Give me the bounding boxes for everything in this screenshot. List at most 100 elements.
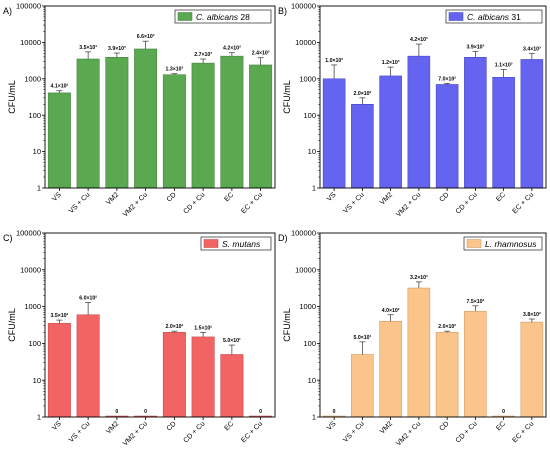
x-tick-label: EC + Cu	[240, 420, 264, 444]
bar-value-label: 2.0×10²	[166, 324, 184, 330]
bar-value-label: 1.0×10³	[325, 58, 343, 64]
bar-value-label: 2.0×10²	[438, 324, 456, 330]
bar	[520, 321, 544, 418]
bar	[322, 78, 346, 189]
bar	[220, 55, 244, 189]
y-tick-label: 10000	[295, 265, 316, 274]
bar-value-label: 2.0×10²	[354, 91, 372, 97]
legend: C. albicans 31	[445, 9, 543, 24]
legend-swatch	[203, 239, 219, 248]
x-tick-label: EC + Cu	[240, 191, 264, 215]
x-tick-label: VS + Cu	[342, 191, 366, 215]
x-tick-label: EC	[495, 420, 507, 432]
bar-value-label: 1.2×10³	[382, 60, 400, 66]
x-tick-label: CD	[438, 420, 450, 432]
bar	[134, 48, 158, 189]
bar-value-label: 0	[333, 409, 336, 415]
bar-value-label: 3.2×10³	[410, 275, 428, 281]
y-tick-label: 10	[33, 147, 41, 156]
bar-value-label: 7.5×10²	[467, 299, 485, 305]
plot-frame	[319, 232, 547, 418]
bar	[105, 57, 129, 189]
bar	[220, 354, 244, 418]
bar-value-label: 3.5×10³	[79, 45, 97, 51]
y-tick-label: 100000	[16, 2, 41, 11]
bar	[191, 62, 215, 189]
y-axis-label: CFU/mL	[282, 80, 292, 114]
bar	[407, 55, 431, 189]
y-tick-label: 1	[37, 413, 41, 422]
x-tick-label: VM2 + Cu	[395, 191, 422, 218]
legend-label: C. albicans 28	[196, 12, 250, 22]
bar	[76, 58, 100, 189]
bar-value-label: 4.2×10³	[410, 37, 428, 43]
bar-value-label: 1.1×10³	[495, 63, 513, 69]
legend-box	[200, 236, 272, 251]
bar	[379, 320, 402, 418]
y-tick-label: 100000	[16, 229, 41, 238]
bar	[351, 354, 374, 418]
bar	[351, 103, 374, 189]
bar-value-label: 0	[144, 409, 147, 415]
bar-value-label: 3.9×10³	[467, 44, 485, 50]
bar-value-label: 0	[502, 409, 505, 415]
x-tick-label: VS	[51, 191, 63, 203]
x-tick-label: VS + Cu	[68, 191, 92, 215]
legend-swatch	[448, 12, 464, 21]
x-tick-label: EC	[223, 420, 235, 432]
y-tick-label: 100000	[291, 2, 316, 11]
plot-frame	[319, 5, 547, 189]
bar	[47, 323, 71, 418]
y-tick-label: 1000	[299, 74, 316, 83]
y-tick-label: 10	[308, 376, 316, 385]
x-tick-label: CD + Cu	[455, 191, 479, 215]
legend: C. albicans 28	[174, 9, 272, 24]
y-tick-label: 1000	[24, 74, 41, 83]
y-tick-label: 100	[303, 339, 316, 348]
panel-1: A) CFU/mL 1 10 100 1000 10000 100000 4.1×10² VS 3.…	[3, 2, 276, 219]
bar-value-label: 7.0×10²	[438, 76, 456, 82]
x-tick-label: EC + Cu	[511, 420, 535, 444]
bar-value-label: 2.7×10³	[194, 52, 212, 58]
x-tick-label: VM2	[379, 191, 394, 206]
x-tick-label: EC	[223, 191, 235, 203]
legend-label: S. mutans	[222, 239, 261, 249]
y-tick-label: 1	[312, 184, 316, 193]
plot-frame	[44, 232, 276, 418]
y-tick-label: 10000	[20, 265, 41, 274]
x-tick-label: VS	[326, 420, 338, 432]
bar	[249, 64, 273, 189]
legend-box	[445, 9, 543, 24]
panel-letter: D)	[278, 233, 288, 243]
bar	[520, 59, 544, 189]
x-tick-label: CD + Cu	[182, 420, 206, 444]
bar-value-label: 6.6×10³	[137, 34, 155, 40]
panel-letter: A)	[3, 6, 12, 16]
x-tick-label: CD + Cu	[455, 420, 479, 444]
bar	[464, 310, 487, 418]
x-tick-label: CD	[438, 191, 450, 203]
y-tick-label: 1	[312, 413, 316, 422]
legend-swatch	[177, 12, 193, 21]
bar-value-label: 3.5×10²	[51, 313, 69, 319]
bar-value-label: 4.2×10³	[223, 46, 241, 52]
bar	[162, 74, 186, 189]
y-tick-label: 10	[308, 147, 316, 156]
bar-value-label: 2.4×10³	[252, 51, 270, 57]
y-axis-label: CFU/mL	[7, 308, 17, 342]
y-tick-label: 10	[33, 376, 41, 385]
bar-value-label: 0	[259, 409, 262, 415]
legend-box	[463, 236, 543, 251]
bar	[407, 287, 431, 418]
bar-value-label: 1.5×10²	[194, 325, 212, 331]
x-tick-label: VM2 + Cu	[122, 420, 149, 447]
legend-box	[174, 9, 272, 24]
y-tick-label: 10000	[295, 38, 316, 47]
y-tick-label: 100	[28, 111, 41, 120]
legend-label: L. rhamnosus	[485, 239, 537, 249]
bar-value-label: 4.0×10²	[382, 308, 400, 314]
bar-value-label: 6.0×10²	[79, 295, 97, 301]
x-tick-label: VM2	[105, 191, 120, 206]
bar	[435, 84, 459, 189]
y-tick-label: 1	[37, 184, 41, 193]
